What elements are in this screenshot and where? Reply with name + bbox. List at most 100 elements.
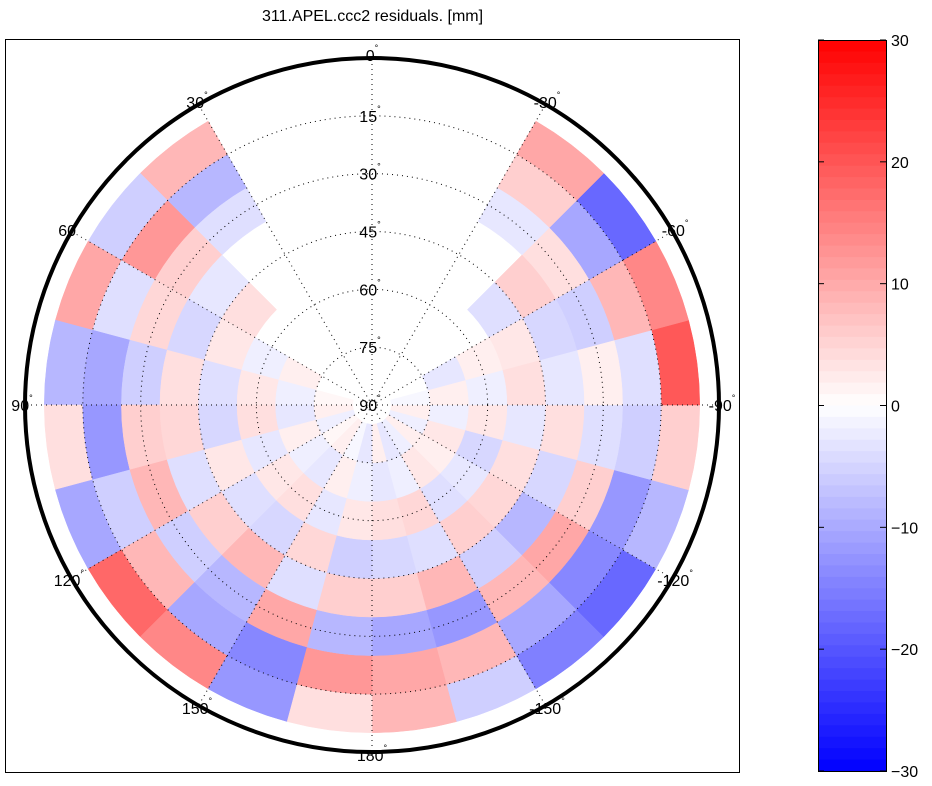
colorbar-tick-label: 30 <box>891 33 909 50</box>
heatmap-cell <box>421 356 466 391</box>
colorbar-level <box>818 428 886 441</box>
colorbar-level <box>818 759 886 772</box>
elevation-label: 45° <box>359 220 381 242</box>
colorbar-level <box>818 611 886 624</box>
elevation-label: 60° <box>359 277 381 299</box>
colorbar-level <box>818 336 886 349</box>
colorbar-level <box>818 199 886 212</box>
colorbar-level <box>818 85 886 98</box>
colorbar-level <box>818 599 886 612</box>
elevation-label: 30° <box>359 162 381 184</box>
colorbar-level <box>818 748 886 761</box>
colorbar-level <box>818 97 886 110</box>
colorbar-level <box>818 154 886 167</box>
heatmap-cell <box>539 404 585 461</box>
colorbar-level <box>818 119 886 132</box>
colorbar-level <box>818 416 886 429</box>
colorbar-tick-label: −10 <box>891 520 918 537</box>
colorbar-level <box>818 702 886 715</box>
colorbar-level <box>818 496 886 509</box>
azimuth-label: -30° <box>534 90 561 112</box>
colorbar-level <box>818 62 886 75</box>
colorbar-level <box>818 188 886 201</box>
colorbar-level <box>818 542 886 555</box>
colorbar-level <box>818 394 886 407</box>
elevation-label: 90° <box>359 393 381 415</box>
degree-symbol: ° <box>732 393 736 403</box>
azimuth-label: -60° <box>662 218 689 240</box>
heatmap-cell <box>390 389 431 406</box>
colorbar-level <box>818 645 886 658</box>
colorbar-level <box>818 222 886 235</box>
azimuth-label: 60° <box>58 218 80 240</box>
colorbar-level <box>818 622 886 635</box>
heatmap-cell <box>477 187 550 256</box>
colorbar-level <box>818 656 886 669</box>
degree-symbol: ° <box>377 162 381 172</box>
azimuth-label: 30° <box>186 90 208 112</box>
colorbar-level <box>818 177 886 190</box>
colorbar-level <box>818 451 886 464</box>
degree-symbol: ° <box>76 218 80 228</box>
degree-symbol: ° <box>384 743 388 753</box>
colorbar-level <box>818 439 886 452</box>
colorbar-level <box>818 691 886 704</box>
azimuth-label: 150° <box>182 696 213 718</box>
chart-title: 311.APEL.ccc2 residuals. [mm] <box>261 8 484 25</box>
heatmap-cell <box>316 572 373 618</box>
degree-symbol: ° <box>557 90 561 100</box>
degree-symbol: ° <box>377 335 381 345</box>
degree-symbol: ° <box>375 43 379 53</box>
colorbar-level <box>818 725 886 738</box>
colorbar-level <box>818 736 886 749</box>
colorbar-level <box>818 348 886 361</box>
degree-symbol: ° <box>377 277 381 287</box>
colorbar-level <box>818 40 886 53</box>
degree-symbol: ° <box>209 696 213 706</box>
colorbar-level <box>818 108 886 121</box>
colorbar-level <box>818 245 886 258</box>
colorbar-level <box>818 131 886 144</box>
colorbar-level <box>818 257 886 270</box>
degree-symbol: ° <box>204 90 208 100</box>
colorbar-level <box>818 211 886 224</box>
colorbar-level <box>818 325 886 338</box>
colorbar-level <box>818 713 886 726</box>
colorbar-level <box>818 668 886 681</box>
colorbar-level <box>818 519 886 532</box>
colorbar-level <box>818 588 886 601</box>
azimuth-label: -90° <box>709 393 736 415</box>
colorbar-level <box>818 531 886 544</box>
colorbar-level <box>818 51 886 64</box>
elevation-grid-ring <box>313 346 431 464</box>
colorbar-tick-label: −30 <box>891 764 918 781</box>
degree-symbol: ° <box>685 218 689 228</box>
colorbar-level <box>818 474 886 487</box>
degree-symbol: ° <box>689 568 693 578</box>
colorbar-level <box>818 359 886 372</box>
colorbar-level <box>818 142 886 155</box>
colorbar-level <box>818 268 886 281</box>
colorbar-level <box>818 485 886 498</box>
colorbar-level <box>818 74 886 87</box>
colorbar-level <box>818 462 886 475</box>
azimuth-label: 120° <box>54 568 85 590</box>
colorbar-tick-label: 0 <box>891 399 900 416</box>
colorbar-level <box>818 633 886 646</box>
colorbar-level <box>818 371 886 384</box>
degree-symbol: ° <box>377 393 381 403</box>
colorbar-level <box>818 576 886 589</box>
colorbar-tick-label: −20 <box>891 642 918 659</box>
elevation-label: 75° <box>359 335 381 357</box>
colorbar-level <box>818 382 886 395</box>
degree-symbol: ° <box>561 696 565 706</box>
degree-symbol: ° <box>377 220 381 230</box>
colorbar-level <box>818 553 886 567</box>
colorbar-level <box>818 234 886 247</box>
heatmap-cells <box>44 120 700 733</box>
colorbar-level <box>818 165 886 178</box>
azimuth-label: -120° <box>657 568 693 590</box>
colorbar-level <box>818 405 886 418</box>
colorbar-level <box>818 565 886 578</box>
